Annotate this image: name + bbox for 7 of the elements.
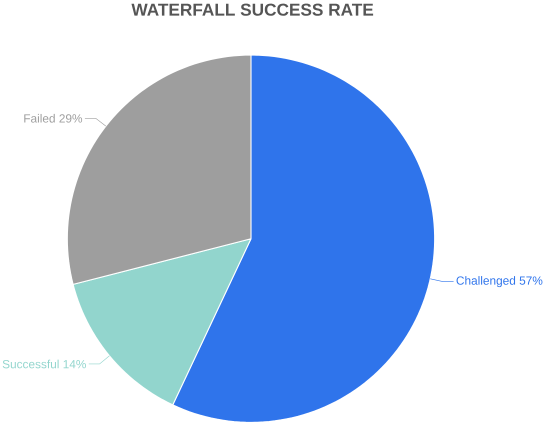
data-label: 29% <box>59 114 82 123</box>
data-label: 14% <box>64 360 86 368</box>
chart-title: WATERFALL SUCCESS RATE <box>131 4 374 16</box>
slice-label: Failed <box>24 114 55 123</box>
data-label: 57% <box>520 276 542 285</box>
slice-label: Successful <box>2 360 59 368</box>
slice-label: Challenged <box>456 276 516 288</box>
